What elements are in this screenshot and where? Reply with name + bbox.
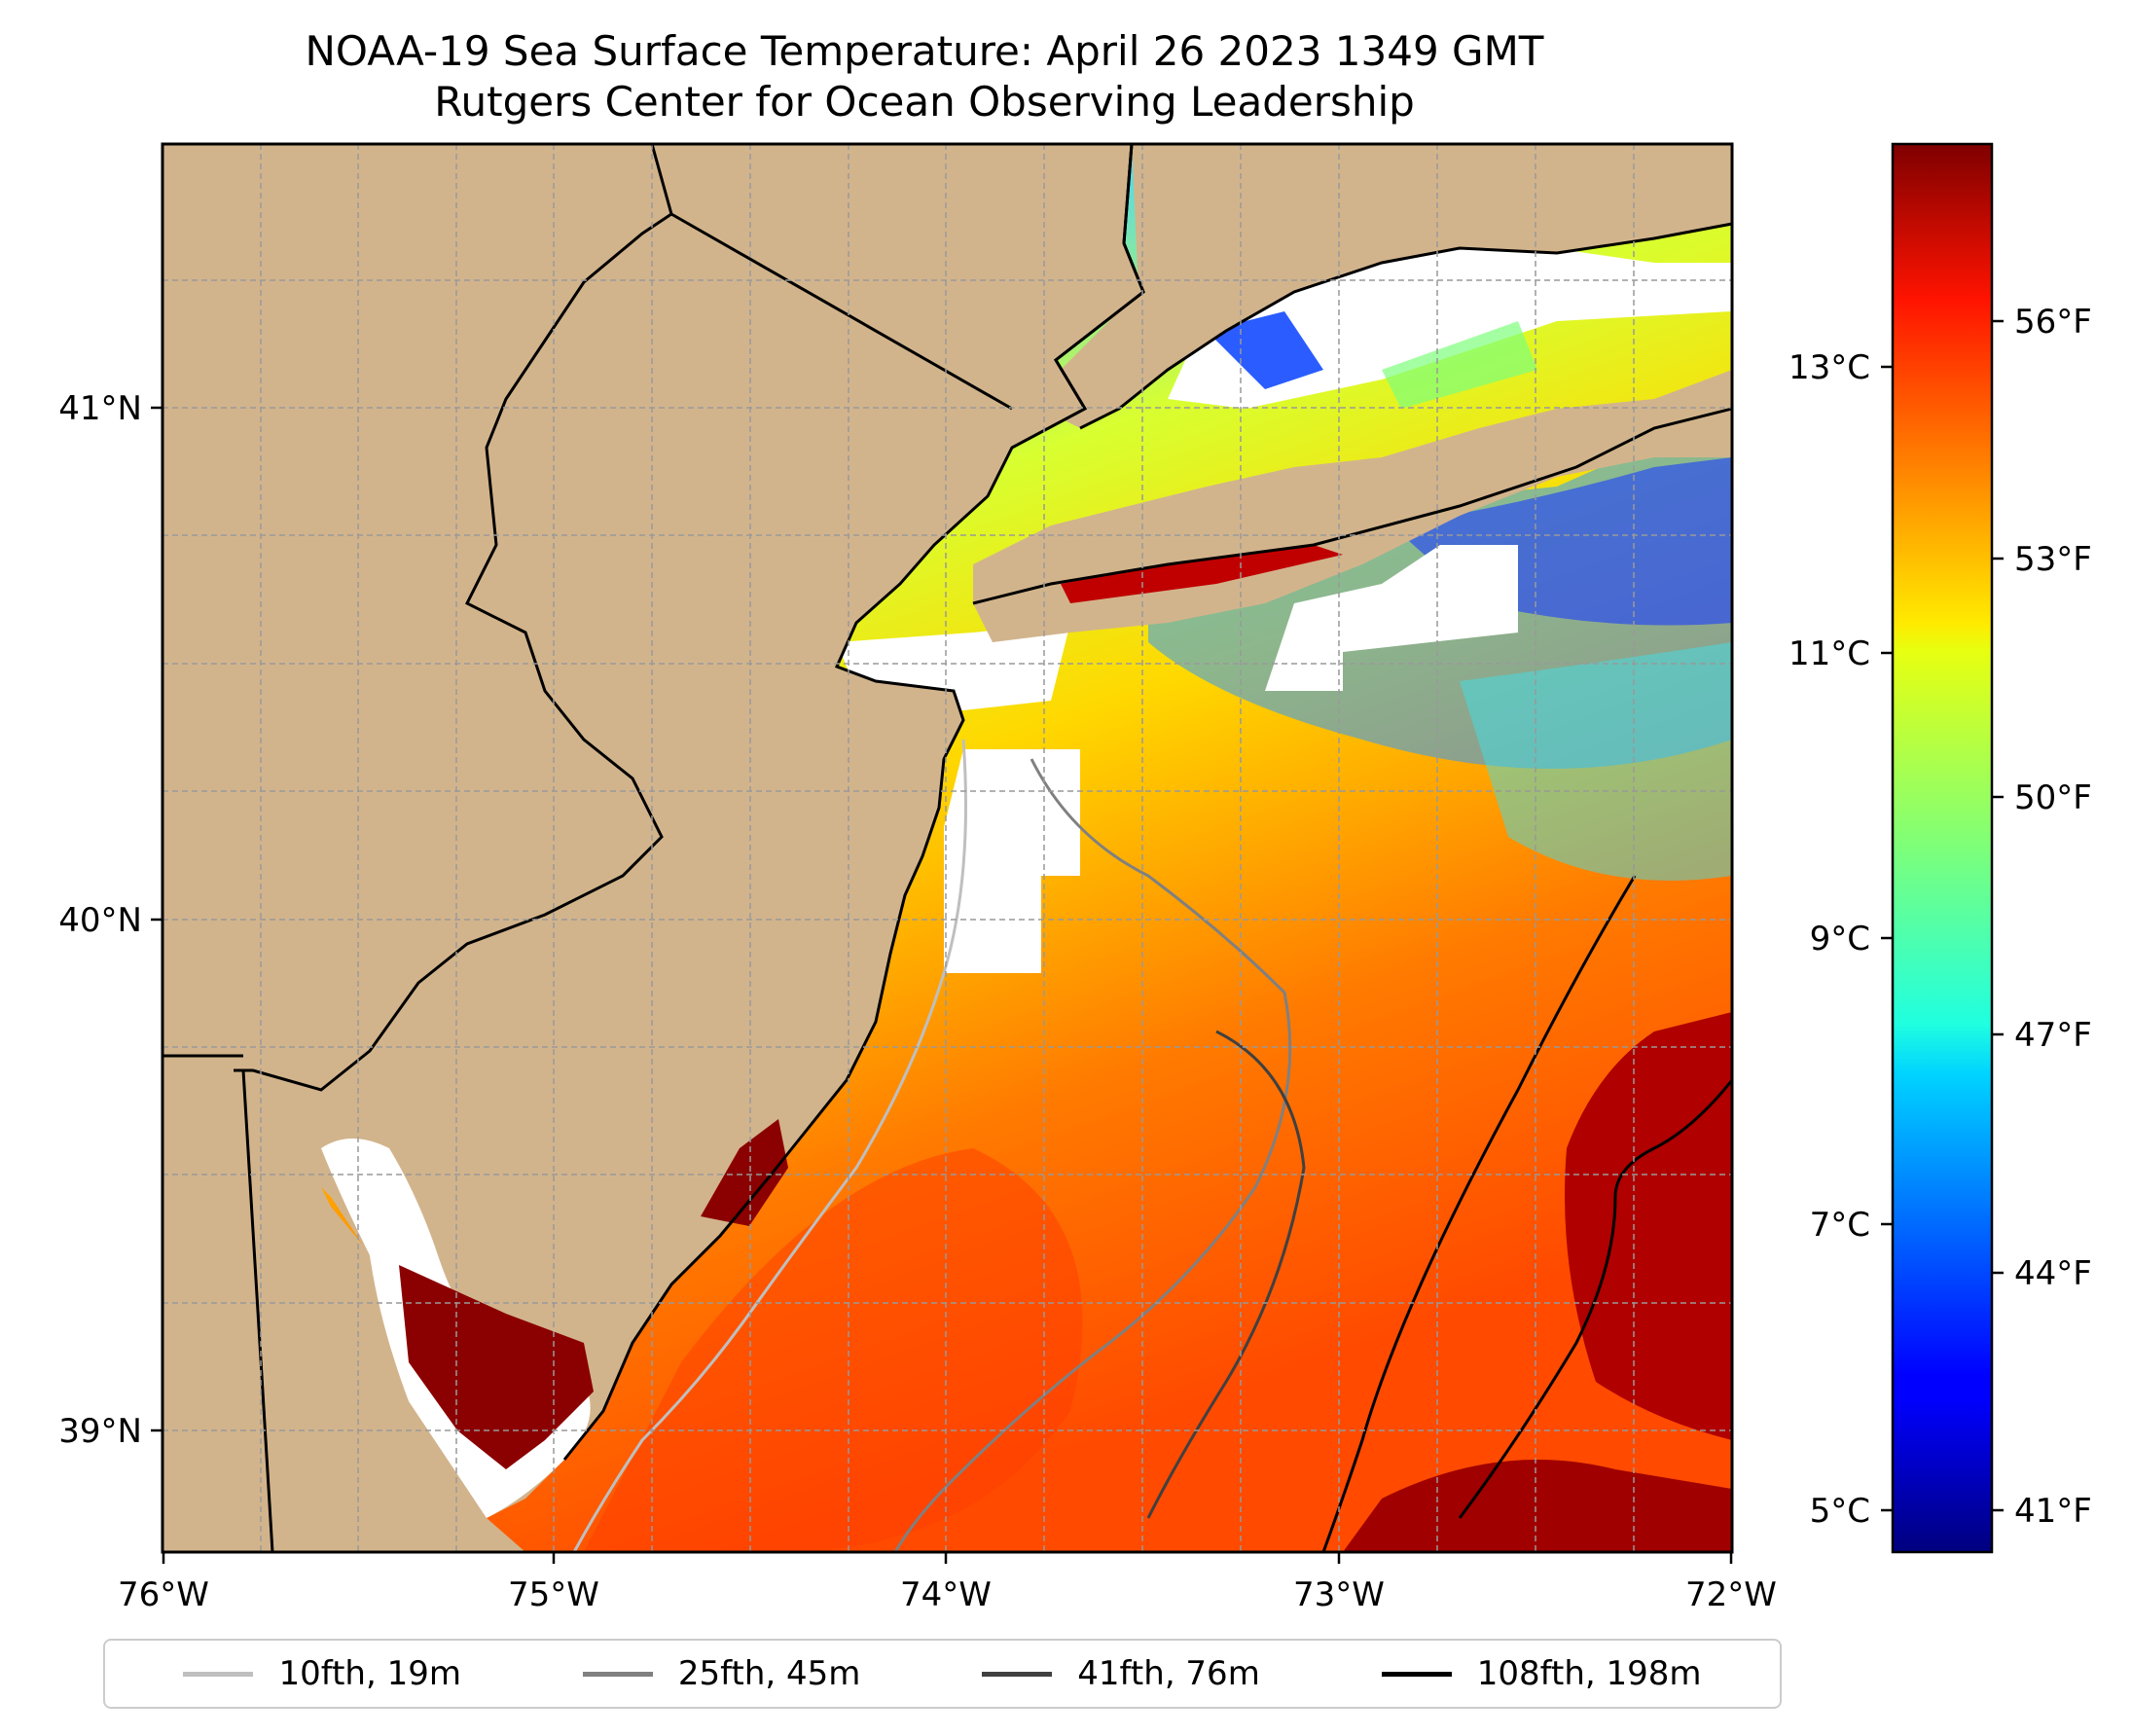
map-title: NOAA-19 Sea Surface Temperature: April 2…	[305, 27, 1544, 75]
legend-item-41fth: 41fth, 76m	[982, 1654, 1260, 1693]
lon-tick-label: 75°W	[508, 1575, 599, 1614]
warm-shelf-water	[584, 1148, 1083, 1552]
colorbar-celsius-label: 13°C	[1789, 348, 1870, 387]
colorbar-fahrenheit-label: 47°F	[2014, 1016, 2092, 1055]
isobath-10fth	[572, 739, 967, 1552]
cloud-mask-nj	[944, 749, 1080, 973]
sound-cold-patch	[1207, 311, 1323, 389]
lon-tick-label: 73°W	[1293, 1575, 1385, 1614]
cool-water-patch	[1460, 642, 1732, 881]
lat-tick-label: 41°N	[58, 389, 142, 428]
lon-tick-label: 74°W	[900, 1575, 992, 1614]
colorbar-fahrenheit-label: 56°F	[2014, 303, 2092, 342]
land-long-island-north	[973, 370, 1732, 603]
lat-tick-label: 39°N	[58, 1412, 142, 1451]
map-area	[163, 144, 1732, 1552]
legend-item-10fth: 10fth, 19m	[183, 1654, 461, 1693]
isobath-41fth	[1146, 1030, 1306, 1519]
lon-tick-label: 72°W	[1685, 1575, 1777, 1614]
colorbar-fahrenheit-label: 44°F	[2014, 1254, 2092, 1293]
map-subtitle: Rutgers Center for Ocean Observing Leade…	[434, 78, 1415, 126]
isobath-25fth	[893, 758, 1292, 1552]
warm-eddy-south	[1343, 1460, 1732, 1552]
sound-patch	[1382, 321, 1537, 409]
legend-label: 108fth, 198m	[1476, 1654, 1702, 1693]
colorbar-fahrenheit-label: 53°F	[2014, 540, 2092, 579]
colorbar-celsius-label: 7°C	[1810, 1206, 1870, 1245]
lat-tick-label: 40°N	[58, 901, 142, 940]
colorbar-fahrenheit-label: 41°F	[2014, 1492, 2092, 1531]
colorbar	[1891, 142, 1994, 1554]
legend-line	[582, 1671, 653, 1677]
gridlines	[163, 144, 1732, 1552]
legend-item-25fth: 25fth, 45m	[582, 1654, 861, 1693]
map-frame	[161, 142, 1734, 1554]
legend-line	[982, 1671, 1053, 1677]
nj-coast-warm	[701, 1119, 788, 1226]
lon-tick-label: 76°W	[118, 1575, 209, 1614]
legend-label: 10fth, 19m	[278, 1654, 461, 1693]
warm-eddy-east	[1565, 1012, 1732, 1440]
delaware-bay-warm	[399, 1265, 594, 1469]
isobath-legend: 10fth, 19m 25fth, 45m 41fth, 76m 108fth,…	[103, 1639, 1782, 1709]
land-connecticut	[1051, 144, 1732, 428]
legend-line	[1381, 1671, 1452, 1677]
colorbar-celsius-label: 9°C	[1810, 920, 1870, 958]
legend-label: 41fth, 76m	[1077, 1654, 1260, 1693]
legend-line	[183, 1671, 254, 1677]
li-south-shore-warm	[1061, 545, 1343, 603]
cloud-mask	[1265, 545, 1518, 691]
colorbar-celsius-label: 11°C	[1789, 634, 1870, 673]
legend-item-108fth: 108fth, 198m	[1381, 1654, 1702, 1693]
legend-label: 25fth, 45m	[677, 1654, 861, 1693]
colorbar-celsius-label: 5°C	[1810, 1492, 1870, 1531]
colorbar-fahrenheit-label: 50°F	[2014, 778, 2092, 817]
isobath-108fth	[1321, 875, 1637, 1552]
